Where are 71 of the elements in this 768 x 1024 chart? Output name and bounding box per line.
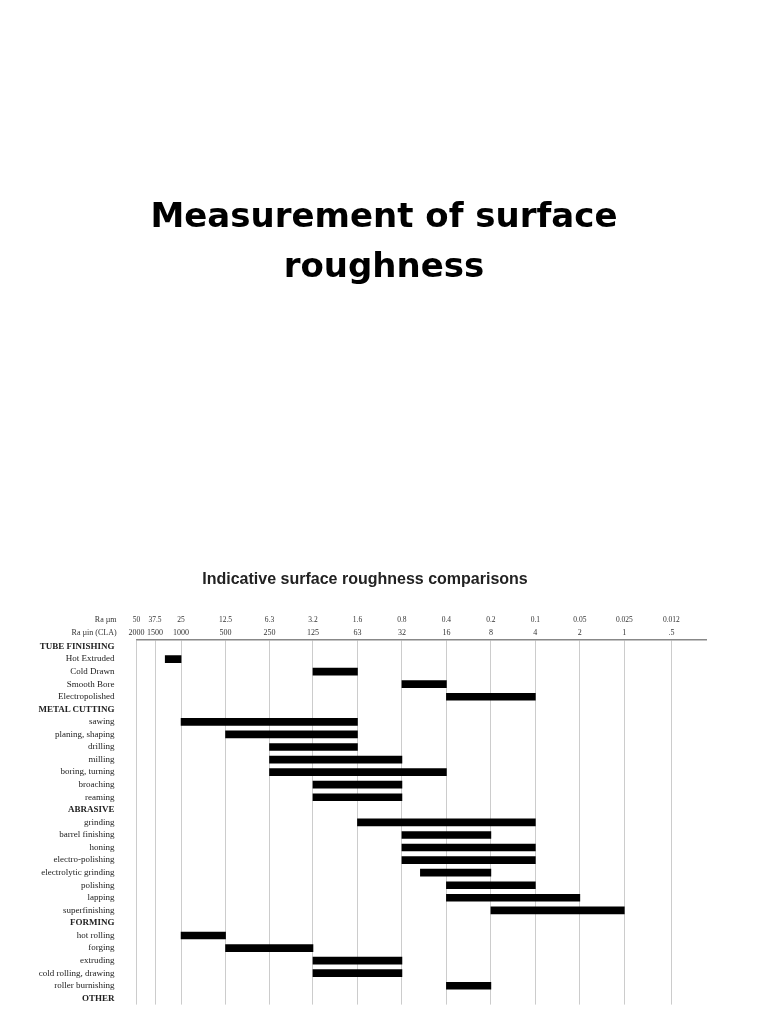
- text: 8: [488, 628, 493, 638]
- y-tick-label: lapping: [87, 892, 116, 903]
- bar: [446, 881, 536, 890]
- text: Ra µin (CLA): [71, 628, 117, 638]
- bar: [420, 868, 492, 877]
- y-tick-label: forging: [88, 942, 116, 953]
- y-tick-label: boring, turning: [60, 766, 116, 777]
- bar: [312, 780, 403, 789]
- bar: [312, 956, 403, 965]
- y-tick-label: Cold Drawn: [70, 665, 116, 676]
- bar: [401, 843, 536, 852]
- bar: [401, 680, 447, 689]
- y-tick-label: superfinishing: [63, 904, 116, 915]
- bar: [180, 718, 358, 726]
- text: 4: [533, 628, 538, 638]
- chart-title: Measurement of surface roughness: [149, 194, 619, 287]
- bar: [446, 981, 492, 990]
- y-tick-label: OTHER: [82, 992, 116, 1003]
- y-tick-label: planing, shaping: [55, 728, 116, 739]
- text: 16: [442, 628, 451, 638]
- y-tick-label: Smooth Bore: [66, 678, 115, 689]
- text: 1000: [173, 628, 190, 638]
- y-tick-label: barrel finishing: [59, 829, 116, 840]
- y-tick-label: reaming: [85, 791, 116, 802]
- y-tick-label: FORMING: [70, 917, 115, 928]
- y-tick-label: broaching: [78, 779, 116, 790]
- bar: [269, 743, 358, 751]
- y-tick-label: electrolytic grinding: [41, 867, 116, 878]
- y-tick-label: honing: [89, 841, 116, 852]
- y-tick-label: TUBE FINISHING: [39, 640, 115, 651]
- y-tick-label: sawing: [89, 716, 116, 727]
- y-tick-label: polishing: [81, 879, 116, 890]
- y-tick-label: roller burnishing: [54, 980, 116, 991]
- y-tick-label: Hot Extruded: [65, 653, 116, 664]
- text: 32: [397, 628, 406, 638]
- bar: [225, 730, 358, 739]
- y-tick-label: extruding: [80, 954, 116, 965]
- bar: [269, 755, 403, 764]
- bar: [312, 969, 403, 978]
- text: 1: [622, 628, 627, 638]
- y-tick-label: cold rolling, drawing: [38, 967, 116, 978]
- bar: [490, 906, 625, 915]
- bar: [446, 692, 536, 701]
- x-axis-title: Ra µm: [94, 615, 118, 625]
- bar: [312, 793, 403, 802]
- y-tick-label: Electropolished: [58, 691, 116, 702]
- bar: [401, 856, 536, 864]
- y-tick-label: hot rolling: [76, 929, 116, 940]
- bar: [446, 893, 581, 902]
- y-tick-label: drilling: [88, 741, 116, 752]
- text: 500: [219, 628, 232, 638]
- y-tick-label: ABRASIVE: [68, 804, 115, 815]
- text: 2: [577, 628, 582, 638]
- bar: [180, 931, 226, 940]
- chart-subtitle: Indicative surface roughness comparisons: [202, 570, 528, 588]
- bar: [164, 655, 182, 663]
- bar: [225, 944, 314, 952]
- text: 1500: [147, 628, 164, 638]
- bar: [401, 831, 492, 839]
- text: 250: [263, 628, 276, 638]
- bar: [269, 768, 447, 776]
- text: 63: [353, 628, 362, 638]
- y-tick-label: grinding: [84, 816, 116, 827]
- text: 125: [306, 628, 319, 638]
- text: .5: [668, 628, 675, 638]
- bar: [312, 667, 358, 676]
- bar: [357, 818, 536, 827]
- y-tick-label: METAL CUTTING: [38, 703, 115, 714]
- y-tick-label: electro-polishing: [53, 854, 116, 865]
- y-tick-label: milling: [88, 753, 116, 764]
- text: 2000: [128, 628, 145, 638]
